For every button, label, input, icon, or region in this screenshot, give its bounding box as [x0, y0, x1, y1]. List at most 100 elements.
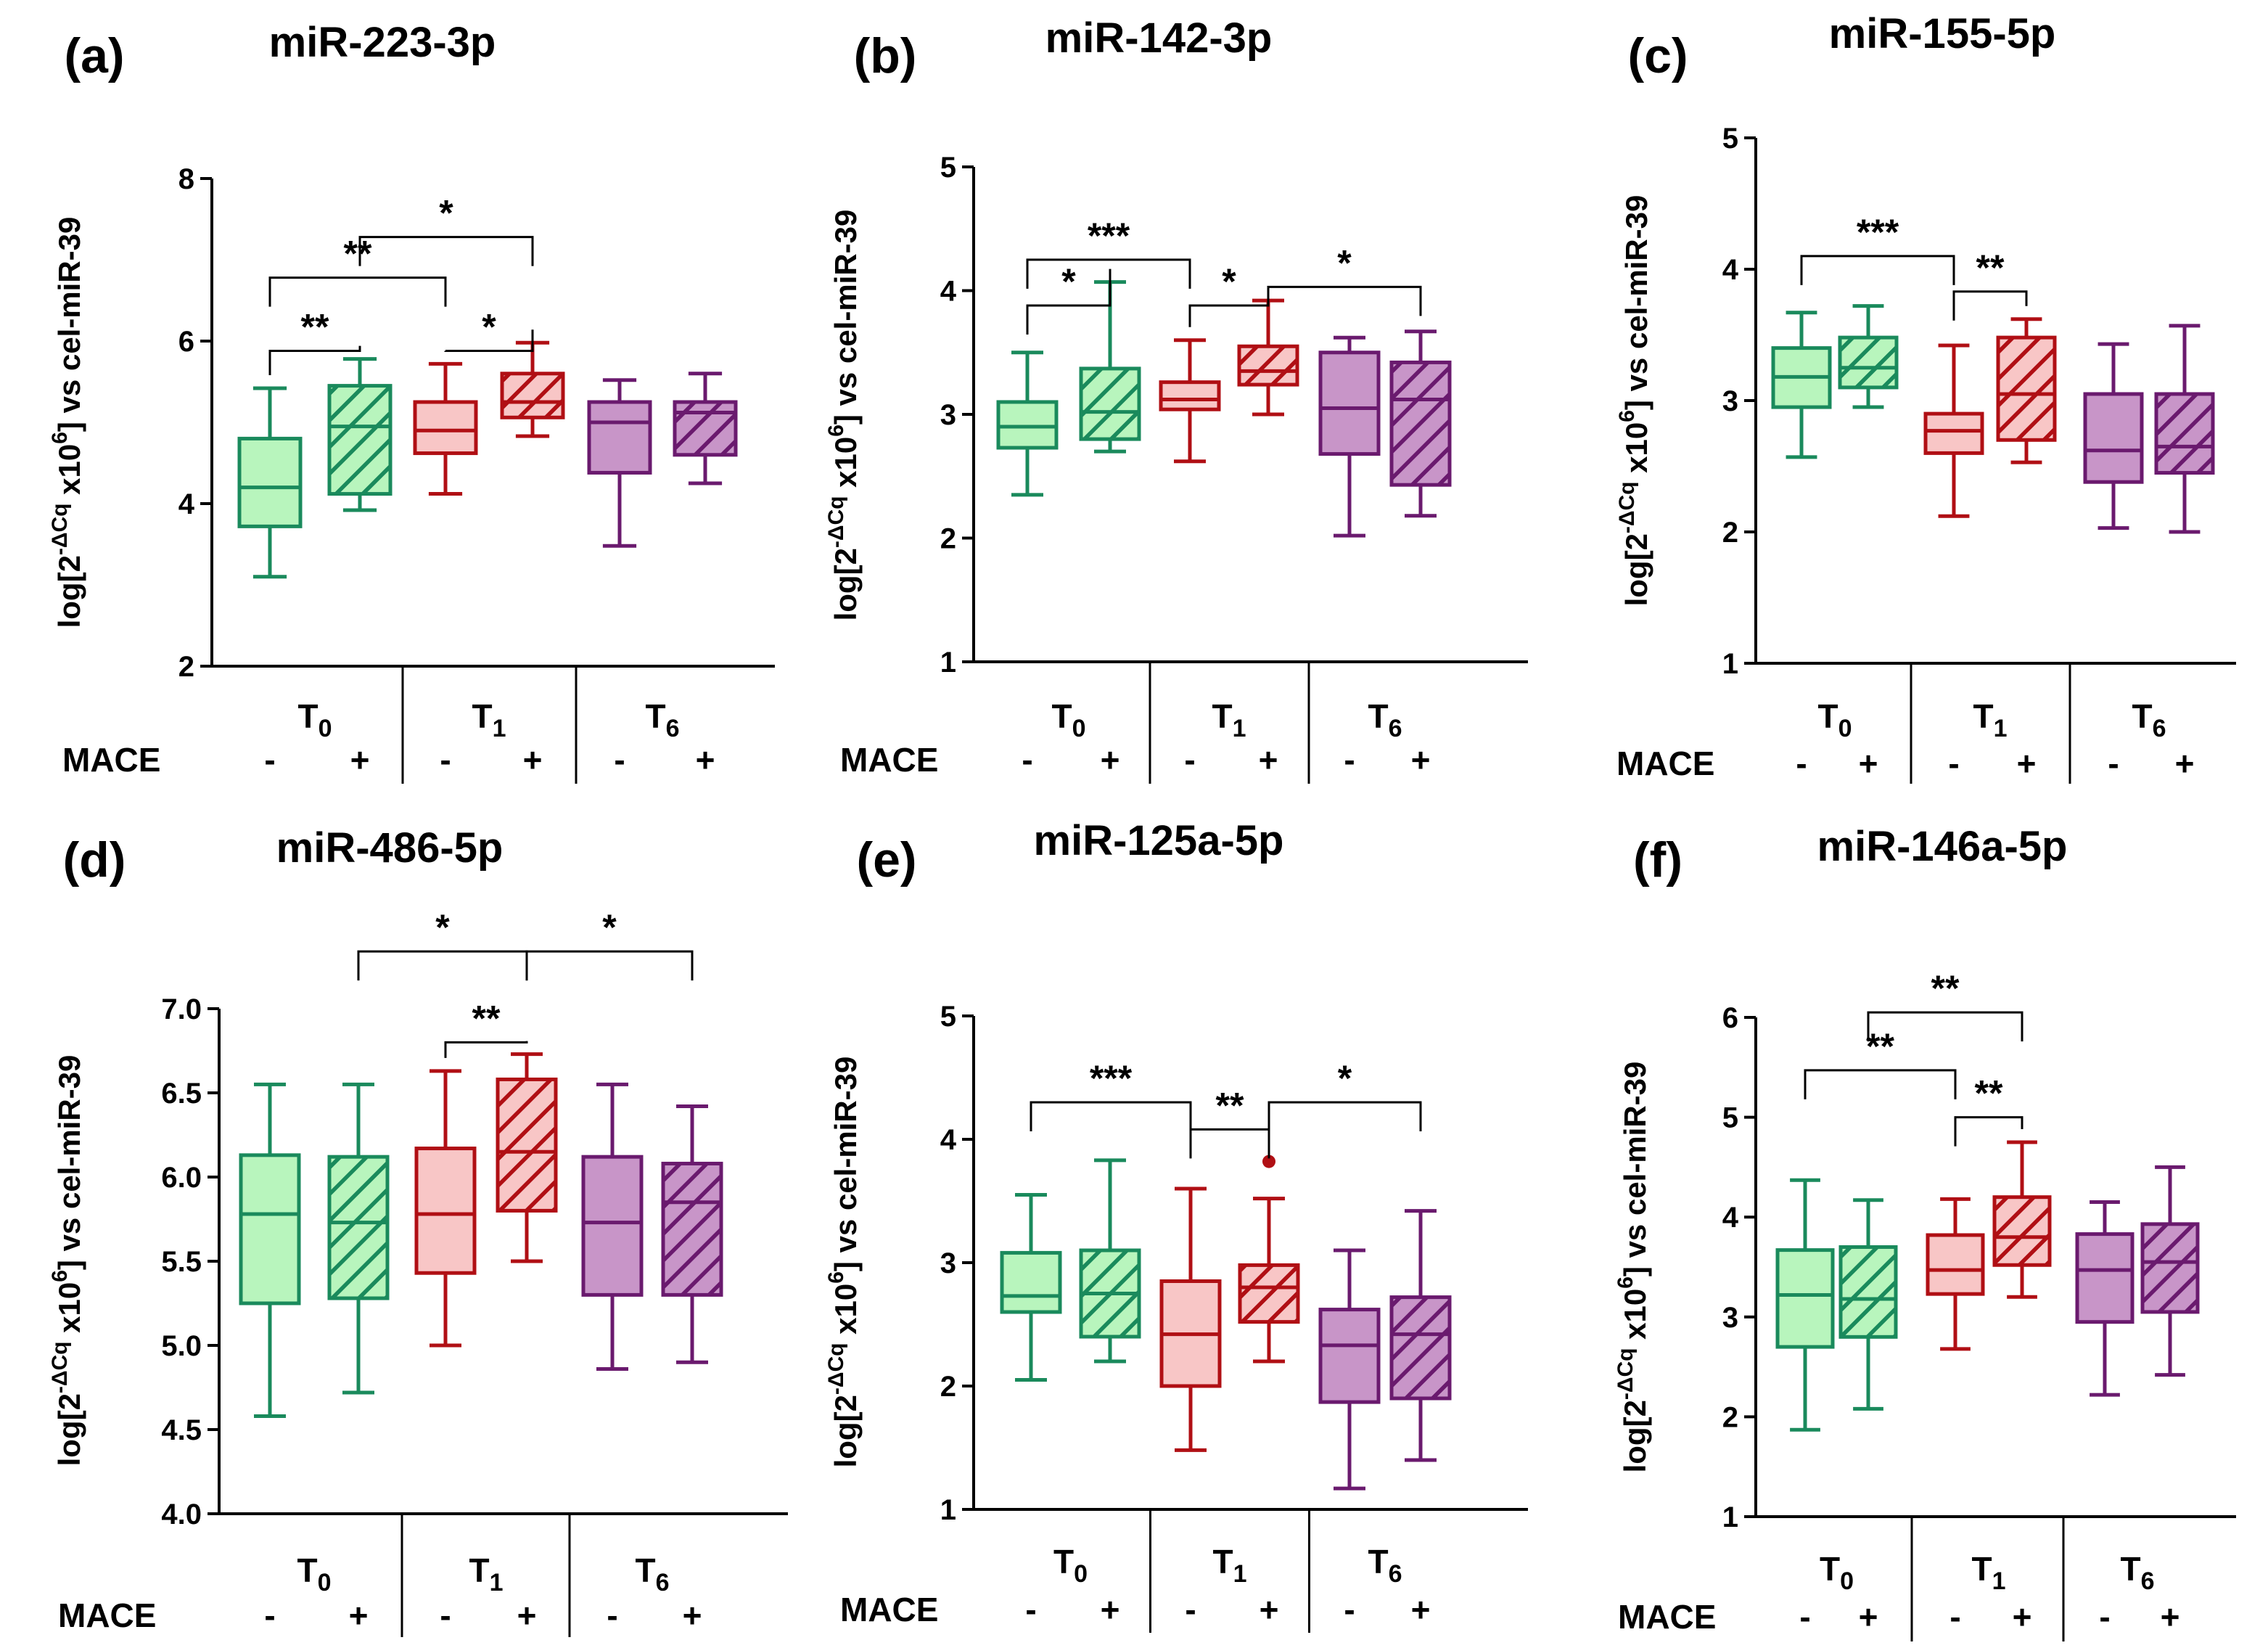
- box-body: [496, 1077, 558, 1213]
- box-body: [1318, 1308, 1381, 1404]
- y-tick-label: 4: [940, 1124, 957, 1156]
- y-label-part: log[2: [829, 1395, 863, 1467]
- group-label-main: T: [297, 1551, 317, 1589]
- significance-label: **: [472, 998, 501, 1038]
- mace-sign: +: [2013, 1598, 2032, 1636]
- mace-sign: -: [614, 741, 625, 779]
- significance-label: *: [1222, 261, 1236, 302]
- group-label-subscript: 0: [1074, 1560, 1088, 1588]
- box-6: [2154, 324, 2215, 534]
- y-tick-label: 4: [1722, 1202, 1739, 1234]
- mace-sign: -: [1796, 745, 1807, 782]
- y-label-superscript: -ΔCq: [48, 504, 72, 556]
- significance-bracket: [1189, 1128, 1270, 1159]
- box-body: [413, 400, 478, 456]
- significance-label: **: [344, 234, 372, 274]
- group-label-subscript: 0: [319, 715, 332, 742]
- group-label-subscript: 0: [1072, 715, 1086, 742]
- box-body: [2083, 392, 2144, 484]
- mace-sign: -: [1948, 745, 1959, 782]
- y-label-superscript: 6: [1614, 1276, 1638, 1289]
- group-label-subscript: 6: [656, 1569, 670, 1596]
- box-3: [1923, 343, 1984, 518]
- panel-title: miR-125a-5p: [1034, 817, 1284, 864]
- mace-label: MACE: [58, 1596, 156, 1634]
- y-tick-label: 5.5: [161, 1246, 202, 1278]
- box-1: [996, 350, 1059, 497]
- box-1: [1775, 1178, 1835, 1432]
- box-body: [1159, 380, 1221, 411]
- box-5: [2075, 1200, 2135, 1397]
- significance-label: ***: [1090, 1058, 1133, 1099]
- mace-sign: +: [350, 741, 370, 779]
- group-label: T1: [1973, 697, 2007, 742]
- significance-bracket: [1267, 285, 1422, 316]
- y-tick-label: 3: [1722, 1302, 1738, 1334]
- y-tick-label: 4.0: [161, 1499, 202, 1530]
- significance-bracket: [1188, 287, 1270, 327]
- y-label-part: x10: [1619, 422, 1653, 482]
- mace-sign: +: [2161, 1598, 2180, 1636]
- y-tick-label: 6: [178, 326, 194, 358]
- box-body: [1079, 366, 1141, 441]
- mace-sign: -: [607, 1596, 617, 1634]
- y-label-part: log[2: [52, 1393, 86, 1466]
- group-label-subscript: 1: [1992, 1567, 2006, 1595]
- y-label-part: x10: [829, 437, 863, 496]
- box-3: [1159, 338, 1221, 464]
- significance-label: **: [301, 306, 329, 347]
- significance-label: ***: [1088, 216, 1130, 256]
- mace-sign: +: [1101, 741, 1120, 779]
- y-tick-label: 6: [1722, 1002, 1738, 1034]
- y-tick-label: 3: [1722, 385, 1738, 417]
- group-label-main: T: [1971, 1550, 1992, 1588]
- significance-label: **: [1976, 247, 2005, 288]
- group-label-subscript: 0: [318, 1569, 332, 1596]
- box-body: [581, 1155, 644, 1297]
- group-label-subscript: 6: [666, 715, 680, 742]
- y-axis-label: log[2-ΔCq x106] vs cel-miR-39: [1615, 195, 1653, 607]
- group-label-subscript: 0: [1838, 715, 1852, 742]
- significance-label: *: [1337, 242, 1352, 283]
- significance-bracket: [444, 329, 534, 352]
- group-label-main: T: [1973, 697, 1993, 735]
- group-label-subscript: 6: [1389, 715, 1402, 742]
- mace-label: MACE: [62, 741, 160, 779]
- box-5: [581, 1082, 644, 1371]
- y-axis-label: log[2-ΔCq x106] vs cel-miR-39: [824, 1057, 863, 1468]
- mace-sign: -: [2099, 1598, 2110, 1636]
- group-label: T0: [297, 1551, 331, 1596]
- y-label-part: x10: [829, 1284, 863, 1343]
- mace-sign: +: [1859, 745, 1878, 782]
- significance-bracket: [1026, 258, 1191, 289]
- panel-letter: (d): [63, 832, 126, 887]
- significance-bracket: [1804, 1069, 1957, 1099]
- significance-label: *: [439, 193, 453, 234]
- panel-letter: (a): [64, 28, 124, 83]
- mace-sign: +: [1411, 1591, 1431, 1628]
- significance-label: **: [1216, 1085, 1244, 1126]
- y-tick-label: 5: [1722, 1102, 1738, 1134]
- box-4: [1237, 298, 1299, 417]
- box-body: [661, 1161, 723, 1297]
- significance-bracket: [1030, 1101, 1192, 1131]
- box-4: [1996, 317, 2057, 464]
- box-1: [1000, 1193, 1062, 1382]
- significance-label: *: [1061, 261, 1076, 302]
- box-1: [239, 1082, 301, 1418]
- box-2: [1838, 1198, 1898, 1411]
- y-tick-label: 5: [940, 1001, 956, 1033]
- box-6: [2140, 1165, 2200, 1377]
- box-5: [1318, 1248, 1381, 1491]
- box-body: [1389, 1295, 1452, 1401]
- group-label-main: T: [1820, 1550, 1840, 1588]
- group-label-subscript: 6: [2141, 1567, 2155, 1595]
- significance-bracket: [1952, 290, 2028, 321]
- group-label: T6: [2120, 1550, 2154, 1595]
- y-tick-label: 5.0: [161, 1330, 202, 1362]
- y-label-part: x10: [1618, 1289, 1652, 1348]
- box-2: [327, 357, 393, 512]
- box-4: [496, 1052, 558, 1263]
- significance-bracket: [1867, 1011, 2023, 1042]
- y-label-part: ] vs cel-miR-39: [829, 210, 863, 425]
